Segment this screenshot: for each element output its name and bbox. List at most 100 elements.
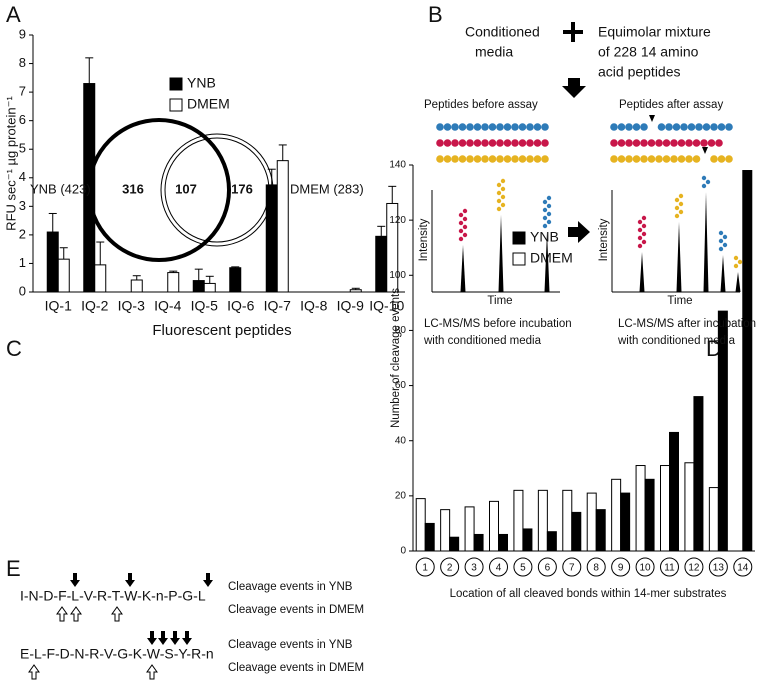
error-bar — [169, 270, 178, 273]
x-tick-label: IQ-2 — [81, 298, 108, 314]
peptide-bead — [488, 155, 497, 163]
media-label: Conditioned — [465, 24, 540, 40]
category-circle — [733, 557, 753, 577]
x-axis-title: Location of all cleaved bonds within 14-… — [450, 588, 727, 600]
error-bar — [85, 57, 94, 84]
peptide-bead — [685, 155, 693, 163]
x-tick-label: 4 — [496, 563, 502, 574]
peptide-bead — [640, 155, 648, 163]
peptide-bead — [533, 155, 542, 163]
bar — [130, 279, 143, 293]
bar — [415, 498, 426, 552]
peptide-bead — [466, 155, 474, 163]
peptide-bead — [503, 123, 512, 131]
error-bar — [205, 275, 214, 284]
peptide-bead — [707, 139, 716, 147]
y-tick-label: 120 — [389, 215, 406, 226]
fragment-bead — [674, 213, 680, 219]
caption: LC-MS/MS after incubation — [618, 318, 756, 330]
y-tick-label: 60 — [395, 380, 407, 391]
fragment-bead — [637, 243, 643, 249]
peptide-bead — [625, 155, 633, 163]
fragment-bead — [678, 209, 684, 215]
chrom-peak — [498, 215, 504, 292]
peptide-bead — [481, 123, 489, 131]
peptide-bead — [511, 123, 519, 131]
peptide-bead — [458, 123, 467, 131]
category-circle — [489, 557, 508, 577]
panel-label: A — [6, 2, 21, 27]
cleavage-arrow-up — [146, 664, 158, 680]
peptide-bead — [625, 139, 633, 147]
bar — [611, 478, 622, 552]
fragment-bead — [701, 175, 707, 181]
peptide-bead — [526, 155, 534, 163]
peptide-bead — [473, 139, 482, 147]
bar — [440, 509, 451, 552]
y-tick-label: 0 — [19, 283, 26, 298]
bar — [571, 511, 582, 552]
x-tick-label: 1 — [422, 563, 428, 574]
fragment-bead — [458, 212, 464, 218]
caption: with conditioned media — [617, 335, 736, 347]
bar — [449, 536, 460, 552]
peptide-bead — [692, 139, 701, 147]
peptide-bead — [496, 139, 504, 147]
peptide-bead — [717, 155, 726, 163]
fragment-bead — [641, 223, 647, 229]
site-label: Cleavage events in YNB — [228, 581, 353, 593]
fragment-bead — [500, 194, 506, 200]
peptide-bead — [458, 155, 467, 163]
chrom-peak — [703, 192, 709, 292]
bar — [562, 489, 573, 552]
chrom-peak — [460, 245, 466, 292]
fragment-bead — [462, 224, 468, 230]
process-arrow — [568, 221, 590, 243]
cleavage-arrow-up — [111, 606, 123, 622]
fragment-bead — [546, 203, 552, 209]
plus-sign — [571, 22, 575, 42]
bar — [167, 272, 180, 293]
y-tick-label: 5 — [19, 141, 26, 156]
chrom-peak — [720, 255, 726, 292]
caption: with conditioned media — [423, 335, 542, 347]
peptide-bead — [655, 155, 663, 163]
fragment-bead — [733, 263, 739, 269]
cleavage-marker — [649, 115, 655, 122]
x-tick-label: 2 — [447, 563, 453, 574]
x-tick-label: 8 — [593, 563, 599, 574]
bar — [693, 396, 704, 552]
fragment-bead — [718, 238, 724, 244]
bar — [276, 160, 289, 293]
sequence: E-L-F-D-N-R-V-G-K-W-S-Y-R-n — [20, 646, 214, 662]
error-bar — [278, 144, 287, 161]
peptide-bead — [481, 139, 489, 147]
cleavage-arrow-up — [28, 664, 40, 680]
chrom-peak — [639, 252, 645, 292]
bar — [595, 509, 606, 552]
peptide-bead — [541, 123, 549, 131]
bar — [46, 231, 59, 293]
x-tick-label: IQ-4 — [154, 298, 181, 314]
peptide-bead — [511, 139, 519, 147]
fragment-bead — [546, 219, 552, 225]
category-circle — [464, 557, 484, 577]
y-tick-label: 2 — [19, 226, 26, 241]
cleavage-marker — [702, 147, 708, 154]
fragment-bead — [705, 179, 711, 185]
peptide-bead — [632, 123, 641, 131]
peptide-bead — [695, 123, 703, 131]
peptide-bead — [443, 139, 452, 147]
bar — [660, 465, 670, 552]
peptide-bead — [662, 155, 671, 163]
venn-dmem-outer — [160, 133, 274, 247]
peptide-bead — [725, 123, 733, 131]
y-tick-label: 140 — [389, 160, 406, 171]
bar — [57, 258, 70, 293]
peptide-bead — [632, 139, 641, 147]
fragment-bead — [542, 199, 548, 205]
cleavage-arrow-up — [70, 606, 82, 622]
peptide-bead — [700, 139, 708, 147]
peptide-bead — [488, 139, 497, 147]
y-tick-label: 0 — [400, 546, 406, 557]
